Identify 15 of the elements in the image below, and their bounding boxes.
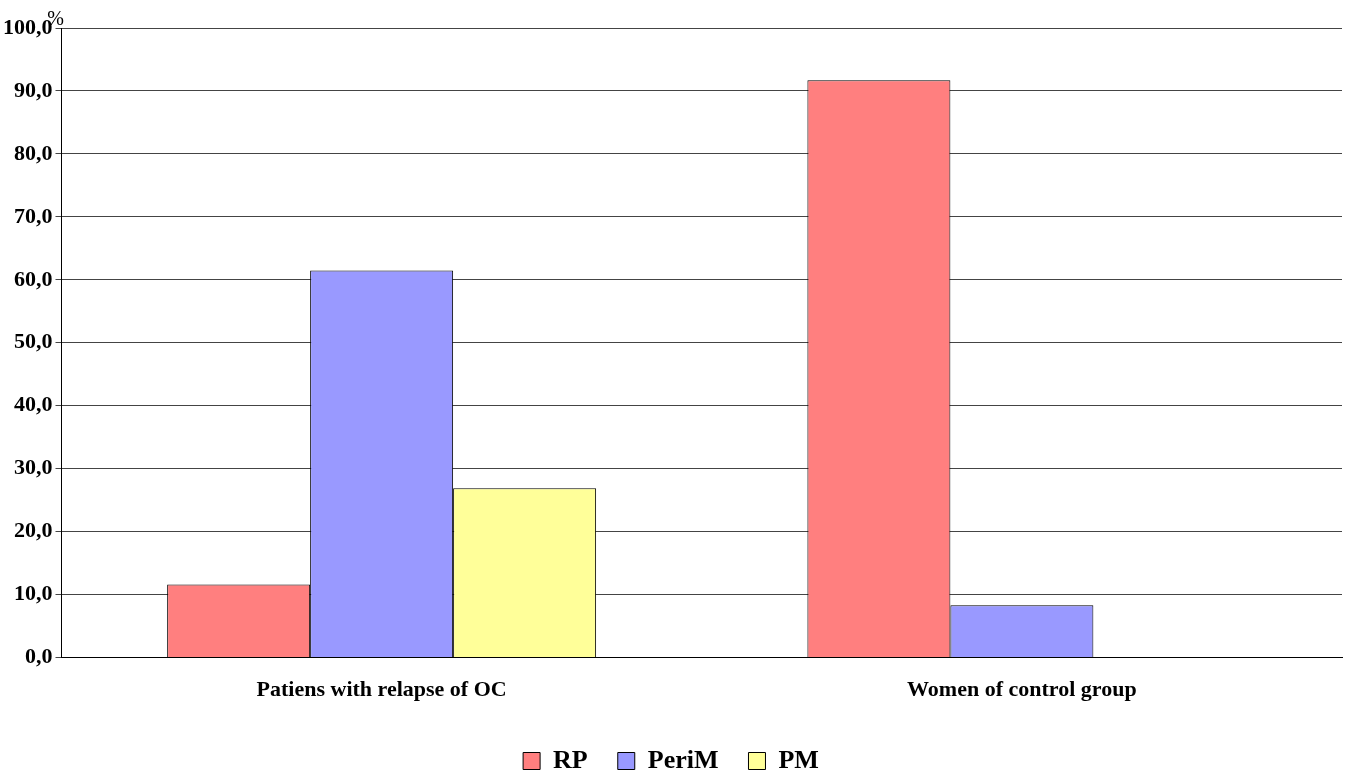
y-tick-label: 20,0 bbox=[14, 517, 53, 543]
legend-label: RP bbox=[553, 744, 588, 774]
y-tick-label: 80,0 bbox=[14, 139, 53, 165]
y-tick-label: 0,0 bbox=[25, 643, 53, 669]
legend-label: PeriM bbox=[647, 744, 719, 774]
y-tick-label: 70,0 bbox=[14, 202, 53, 228]
y-tick-label: 40,0 bbox=[14, 391, 53, 417]
x-tick-label: Women of control group bbox=[907, 676, 1137, 702]
y-tick-label: 60,0 bbox=[14, 265, 53, 291]
y-tick-label: 50,0 bbox=[14, 328, 53, 354]
y-tick-label: 10,0 bbox=[14, 580, 53, 606]
y-tick-label: 90,0 bbox=[14, 76, 53, 102]
y-tick-label: 30,0 bbox=[14, 454, 53, 480]
x-tick-label: Patiens with relapse of OC bbox=[256, 676, 507, 702]
legend-label: PM bbox=[778, 744, 819, 774]
